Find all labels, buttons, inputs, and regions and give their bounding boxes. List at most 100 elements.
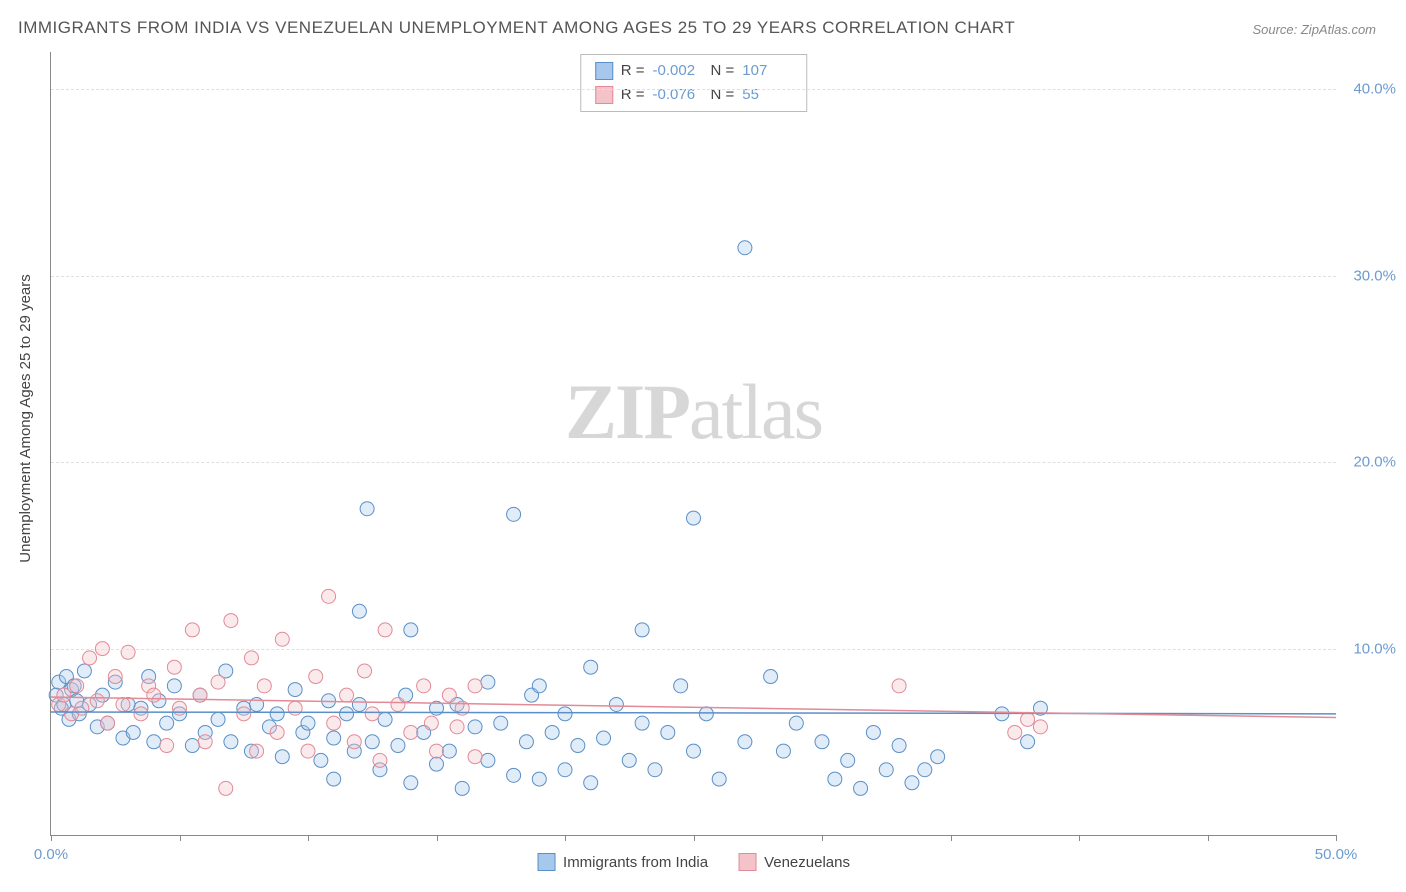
x-tick-mark (822, 835, 823, 841)
scatter-point (309, 670, 323, 684)
y-tick-label: 40.0% (1353, 81, 1396, 98)
scatter-point (378, 623, 392, 637)
scatter-point (674, 679, 688, 693)
scatter-point (160, 739, 174, 753)
scatter-point (391, 698, 405, 712)
scatter-point (327, 716, 341, 730)
scatter-point (905, 776, 919, 790)
scatter-point (776, 744, 790, 758)
scatter-point (532, 772, 546, 786)
scatter-point (301, 716, 315, 730)
scatter-point (347, 735, 361, 749)
scatter-point (244, 651, 258, 665)
scatter-point (75, 701, 89, 715)
scatter-point (83, 651, 97, 665)
scatter-point (424, 716, 438, 730)
scatter-point (134, 707, 148, 721)
scatter-point (70, 679, 84, 693)
scatter-point (237, 707, 251, 721)
scatter-point (841, 753, 855, 767)
scatter-point (494, 716, 508, 730)
scatter-point (373, 753, 387, 767)
scatter-point (301, 744, 315, 758)
scatter-point (635, 716, 649, 730)
scatter-point (468, 750, 482, 764)
scatter-point (322, 589, 336, 603)
scatter-point (275, 632, 289, 646)
scatter-point (365, 707, 379, 721)
swatch-india-icon (537, 853, 555, 871)
gridline (51, 649, 1336, 650)
y-tick-label: 20.0% (1353, 454, 1396, 471)
scatter-point (404, 725, 418, 739)
legend-item-venezuela: Venezuelans (738, 853, 850, 871)
scatter-point (378, 712, 392, 726)
scatter-point (455, 781, 469, 795)
scatter-point (828, 772, 842, 786)
scatter-point (340, 707, 354, 721)
x-tick-mark (51, 835, 52, 841)
scatter-point (712, 772, 726, 786)
gridline (51, 276, 1336, 277)
scatter-point (1021, 712, 1035, 726)
x-tick-mark (1079, 835, 1080, 841)
y-axis-label: Unemployment Among Ages 25 to 29 years (17, 274, 34, 563)
scatter-point (918, 763, 932, 777)
scatter-point (764, 670, 778, 684)
scatter-point (558, 707, 572, 721)
scatter-point (288, 683, 302, 697)
y-tick-label: 10.0% (1353, 640, 1396, 657)
x-tick-mark (180, 835, 181, 841)
scatter-point (327, 731, 341, 745)
plot-area: ZIPatlas R = -0.002 N = 107 R = -0.076 N… (50, 52, 1336, 836)
legend-item-india: Immigrants from India (537, 853, 708, 871)
scatter-point (648, 763, 662, 777)
scatter-point (185, 623, 199, 637)
scatter-point (1021, 735, 1035, 749)
scatter-point (327, 772, 341, 786)
scatter-point (687, 511, 701, 525)
scatter-point (288, 701, 302, 715)
scatter-point (360, 502, 374, 516)
scatter-point (789, 716, 803, 730)
scatter-point (1008, 725, 1022, 739)
scatter-point (609, 698, 623, 712)
scatter-point (147, 735, 161, 749)
scatter-point (77, 664, 91, 678)
scatter-point (931, 750, 945, 764)
scatter-point (108, 670, 122, 684)
scatter-point (211, 712, 225, 726)
y-tick-label: 30.0% (1353, 267, 1396, 284)
scatter-point (558, 763, 572, 777)
scatter-point (270, 725, 284, 739)
scatter-point (442, 688, 456, 702)
scatter-point (270, 707, 284, 721)
scatter-point (854, 781, 868, 795)
scatter-point (185, 739, 199, 753)
scatter-point (815, 735, 829, 749)
x-tick-mark (694, 835, 695, 841)
x-tick-mark (565, 835, 566, 841)
scatter-point (481, 675, 495, 689)
scatter-point (126, 725, 140, 739)
scatter-point (661, 725, 675, 739)
scatter-point (90, 694, 104, 708)
scatter-point (571, 739, 585, 753)
scatter-point (417, 679, 431, 693)
scatter-point (167, 660, 181, 674)
scatter-point (635, 623, 649, 637)
scatter-point (507, 507, 521, 521)
source-label: Source: ZipAtlas.com (1252, 22, 1376, 37)
scatter-point (532, 679, 546, 693)
scatter-point (622, 753, 636, 767)
scatter-point (481, 753, 495, 767)
scatter-point (314, 753, 328, 767)
scatter-point (879, 763, 893, 777)
scatter-point (738, 241, 752, 255)
scatter-point (167, 679, 181, 693)
scatter-point (219, 781, 233, 795)
scatter-point (866, 725, 880, 739)
scatter-point (101, 716, 115, 730)
scatter-point (545, 725, 559, 739)
legend-label-india: Immigrants from India (563, 854, 708, 871)
